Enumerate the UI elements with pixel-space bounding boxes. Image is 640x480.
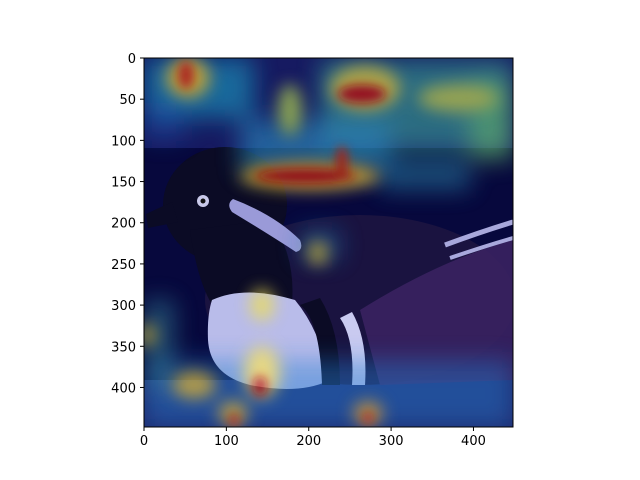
attention-heatmap (144, 58, 513, 427)
y-tick-label: 100 (111, 134, 136, 149)
y-tick-label: 0 (128, 52, 136, 67)
y-tick-label: 250 (111, 258, 136, 273)
x-tick-label: 300 (379, 434, 404, 449)
y-axis: 0 50 100 150 200 250 300 350 400 (111, 52, 144, 396)
y-tick-label: 150 (111, 176, 136, 191)
y-tick-label: 200 (111, 217, 136, 232)
x-tick-label: 200 (296, 434, 321, 449)
x-tick-label: 0 (140, 434, 148, 449)
y-tick-label: 350 (111, 340, 136, 355)
y-tick-label: 400 (111, 381, 136, 396)
y-tick-label: 50 (119, 93, 136, 108)
y-tick-label: 300 (111, 299, 136, 314)
x-tick-label: 100 (214, 434, 239, 449)
x-tick-label: 400 (461, 434, 486, 449)
heatmap-image (144, 58, 513, 427)
axes-frame (143, 57, 514, 428)
x-axis: 0 100 200 300 400 (140, 427, 486, 449)
